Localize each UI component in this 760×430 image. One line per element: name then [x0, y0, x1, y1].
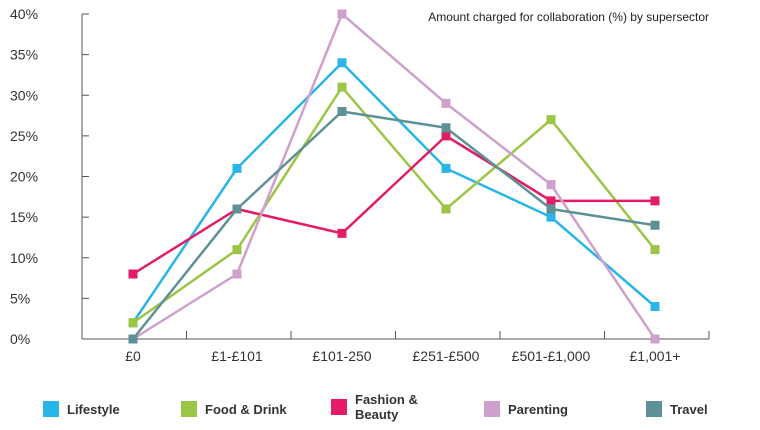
series-food-drink	[128, 82, 660, 328]
data-point	[337, 9, 347, 19]
legend-item: Lifestyle	[43, 401, 120, 417]
legend-item: Parenting	[484, 401, 568, 417]
data-point	[232, 204, 242, 214]
legend-label: Fashion & Beauty	[355, 392, 418, 422]
series-line	[131, 61, 656, 324]
data-point	[337, 228, 347, 238]
series-parenting	[128, 9, 660, 344]
data-point	[546, 196, 556, 206]
y-tick-label: 10%	[10, 250, 38, 266]
data-point	[128, 318, 138, 328]
y-tick-label: 15%	[10, 209, 38, 225]
legend-swatch	[331, 399, 347, 415]
data-point	[546, 180, 556, 190]
y-tick-label: 20%	[10, 169, 38, 185]
y-tick-label: 5%	[10, 290, 30, 306]
data-point	[650, 196, 660, 206]
y-tick-label: 0%	[10, 331, 30, 347]
legend-item: Fashion & Beauty	[331, 392, 425, 422]
y-tick-label: 40%	[10, 6, 38, 22]
data-point	[337, 107, 347, 116]
line-chart: Amount charged for collaboration (%) by …	[10, 6, 710, 364]
data-point	[441, 131, 451, 141]
chart-title: Amount charged for collaboration (%) by …	[428, 10, 709, 24]
legend-label: Food & Drink	[205, 401, 287, 417]
series-travel	[128, 107, 660, 344]
x-tick-label: £501-£1,000	[512, 348, 591, 364]
series-lifestyle	[128, 58, 660, 328]
series-line	[132, 85, 656, 324]
x-tick-label: £1-£101	[211, 348, 263, 364]
legend-swatch	[43, 401, 59, 417]
data-point	[441, 123, 451, 133]
legend-label: Travel	[670, 401, 708, 417]
data-point	[546, 115, 556, 125]
series-line	[132, 134, 655, 276]
y-axis: 0% 5% 10% 15% 20% 25% 30% 35% 40%	[10, 6, 89, 347]
series-line	[132, 12, 657, 341]
legend-label: Lifestyle	[67, 401, 120, 417]
x-tick-label: £1,001+	[630, 348, 681, 364]
legend-item: Travel	[646, 401, 708, 417]
data-point	[546, 204, 556, 214]
series-group	[128, 9, 660, 344]
y-tick-label: 35%	[10, 47, 38, 63]
data-point	[441, 98, 451, 108]
x-tick-label: £0	[125, 348, 141, 364]
x-axis: £0 £1-£101 £101-250 £251-£500 £501-£1,000 £1,…	[81, 331, 710, 364]
data-point	[232, 269, 242, 279]
legend-item: Food & Drink	[181, 401, 287, 417]
data-point	[232, 163, 242, 173]
data-point	[441, 204, 451, 214]
data-point	[337, 82, 347, 92]
data-point	[650, 220, 660, 230]
legend-swatch	[646, 401, 662, 417]
data-point	[232, 245, 242, 255]
series-fashion-beauty	[128, 131, 660, 279]
y-tick-label: 30%	[10, 87, 38, 103]
legend-swatch	[484, 401, 500, 417]
data-point	[650, 334, 660, 344]
legend: Lifestyle Food & Drink Fashion & Beauty Par…	[0, 390, 760, 430]
series-line	[132, 110, 656, 340]
data-point	[441, 163, 451, 173]
legend-label: Parenting	[508, 401, 568, 417]
data-point	[128, 334, 138, 344]
legend-swatch	[181, 401, 197, 417]
data-point	[650, 302, 660, 311]
x-tick-label: £101-250	[312, 348, 371, 364]
data-point	[650, 245, 660, 255]
data-point	[337, 58, 347, 68]
data-point	[128, 269, 138, 279]
data-point	[546, 212, 556, 222]
y-tick-label: 25%	[10, 128, 38, 144]
x-tick-label: £251-£500	[413, 348, 480, 364]
